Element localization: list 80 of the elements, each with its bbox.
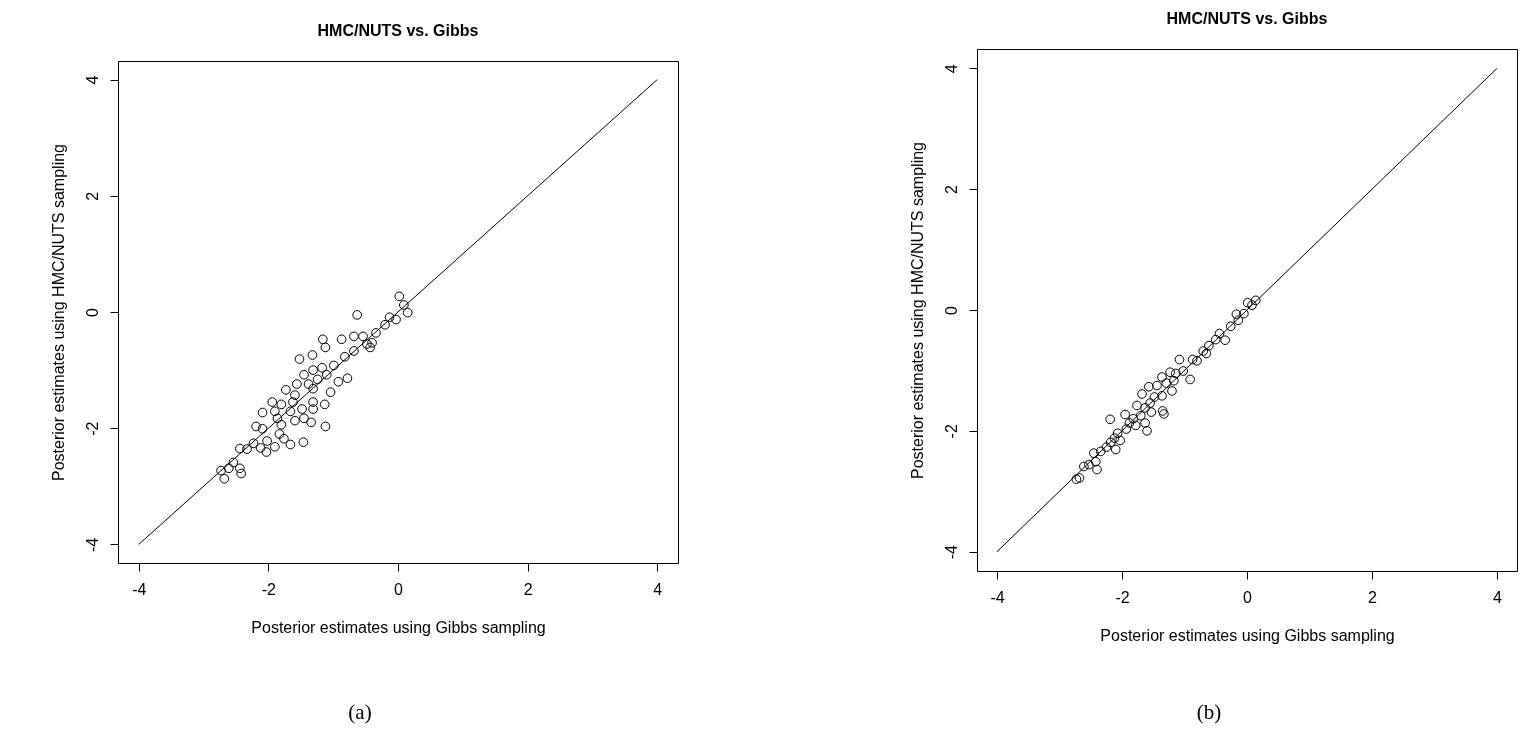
y-tick-label: 0	[83, 307, 101, 317]
point	[1157, 372, 1167, 382]
y-tick-label: -4	[83, 537, 101, 553]
point	[1192, 355, 1202, 366]
point	[1174, 354, 1185, 365]
point	[1185, 374, 1195, 385]
point	[1149, 392, 1160, 402]
point	[1089, 448, 1099, 459]
x-tick-label: -4	[132, 580, 147, 598]
point	[1109, 433, 1120, 443]
point	[1120, 409, 1130, 420]
y-tick-label: -2	[942, 424, 960, 439]
point	[1101, 442, 1112, 452]
point	[1145, 398, 1155, 408]
point	[1105, 437, 1116, 448]
point	[1095, 446, 1106, 457]
point	[1225, 321, 1236, 332]
y-tick-label: 2	[942, 185, 960, 195]
y-tick-label: 0	[942, 305, 960, 315]
point	[1220, 335, 1230, 346]
point	[1239, 308, 1249, 319]
y-tick-label: 2	[83, 191, 101, 201]
point	[1146, 407, 1157, 417]
point	[1210, 334, 1221, 345]
point	[1124, 418, 1135, 428]
point	[1178, 366, 1189, 376]
point	[1140, 418, 1150, 428]
point	[1231, 309, 1242, 320]
point	[1079, 461, 1089, 472]
x-tick-label: 0	[1243, 588, 1253, 606]
point	[1132, 400, 1142, 411]
x-tick-label: -2	[1115, 588, 1130, 606]
point	[1130, 420, 1141, 431]
point	[1144, 381, 1154, 392]
chart-title: HMC/NUTS vs. Gibbs	[317, 22, 479, 39]
x-tick-label: 2	[1368, 588, 1378, 606]
x-tick-label: 4	[1493, 588, 1503, 606]
x-tick-label: -4	[990, 588, 1005, 606]
point	[1170, 368, 1181, 379]
point	[1214, 328, 1225, 339]
y-tick-label: -2	[83, 421, 101, 436]
y-axis-title: Posterior estimates using HMC/NUTS sampling	[908, 142, 926, 479]
text: (b)	[1195, 700, 1223, 725]
chart-title: HMC/NUTS vs. Gibbs	[1166, 10, 1328, 27]
point	[1250, 295, 1261, 306]
point	[1169, 375, 1179, 386]
point	[1128, 413, 1139, 424]
point	[1110, 444, 1121, 455]
point	[1140, 403, 1150, 413]
point	[1167, 386, 1177, 396]
y-axis-title: Posterior estimates using HMC/NUTS sampling	[49, 144, 67, 481]
point	[1247, 300, 1257, 310]
point	[1157, 390, 1167, 401]
x-tick-label: -2	[261, 580, 277, 598]
x-axis-title: Posterior estimates using Gibbs sampling	[251, 618, 546, 636]
point	[1204, 340, 1214, 351]
point	[1135, 410, 1146, 421]
x-axis-title: Posterior estimates using Gibbs sampling	[1100, 626, 1395, 644]
x-tick-label: 4	[653, 580, 663, 598]
point	[1242, 297, 1253, 308]
point	[1115, 435, 1125, 446]
point	[1161, 378, 1172, 388]
point	[1142, 426, 1152, 436]
x-tick-label: 0	[394, 580, 404, 598]
y-tick-label: 4	[942, 64, 960, 74]
point	[1137, 389, 1147, 399]
point	[1165, 367, 1175, 378]
point	[1121, 424, 1132, 434]
y-tick-label: 4	[83, 75, 101, 85]
point	[1233, 315, 1244, 326]
point	[1105, 414, 1115, 425]
point	[1152, 380, 1162, 391]
point	[1187, 354, 1198, 365]
point	[1084, 459, 1094, 470]
point	[1092, 464, 1102, 475]
x-tick-label: 2	[523, 580, 533, 598]
point	[1112, 428, 1123, 439]
y-tick-label: -4	[942, 544, 960, 560]
text: (a)	[347, 700, 373, 725]
point	[1090, 456, 1101, 467]
